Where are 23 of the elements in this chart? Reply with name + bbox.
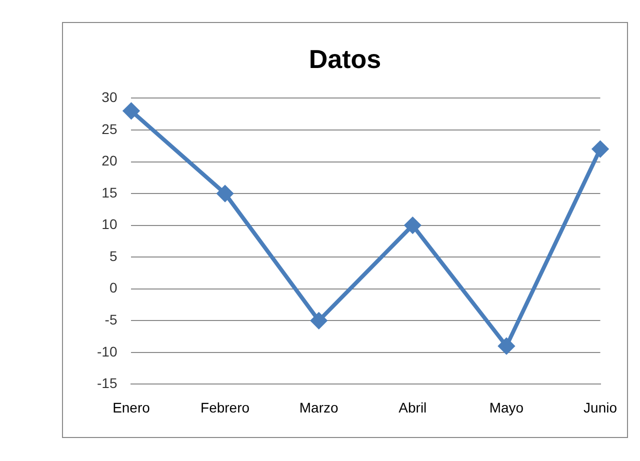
y-tick-label: 5 xyxy=(109,248,118,264)
x-tick-label: Abril xyxy=(398,399,427,416)
y-tick-label: 0 xyxy=(109,280,118,296)
point xyxy=(498,338,514,354)
x-tick-label: Junio xyxy=(584,399,618,416)
chart-title: Datos xyxy=(308,44,382,74)
x-tick-label: Enero xyxy=(112,399,150,416)
y-tick-label: -15 xyxy=(97,375,118,392)
y-tick-label: 10 xyxy=(102,216,118,232)
y-tick-label: -10 xyxy=(97,343,118,360)
y-tick-label: 15 xyxy=(102,184,118,200)
y-tick-label: 20 xyxy=(102,152,118,169)
point xyxy=(404,217,421,234)
point xyxy=(310,312,327,329)
point xyxy=(217,186,234,202)
point xyxy=(592,141,608,158)
point xyxy=(123,102,140,119)
y-tick-label: 25 xyxy=(102,120,118,137)
y-tick-label: 30 xyxy=(102,89,118,106)
x-tick-label: Febrero xyxy=(200,399,250,416)
x-tick-label: Marzo xyxy=(299,399,339,416)
x-tick-label: Mayo xyxy=(489,399,524,416)
y-tick-label: -5 xyxy=(104,312,118,328)
